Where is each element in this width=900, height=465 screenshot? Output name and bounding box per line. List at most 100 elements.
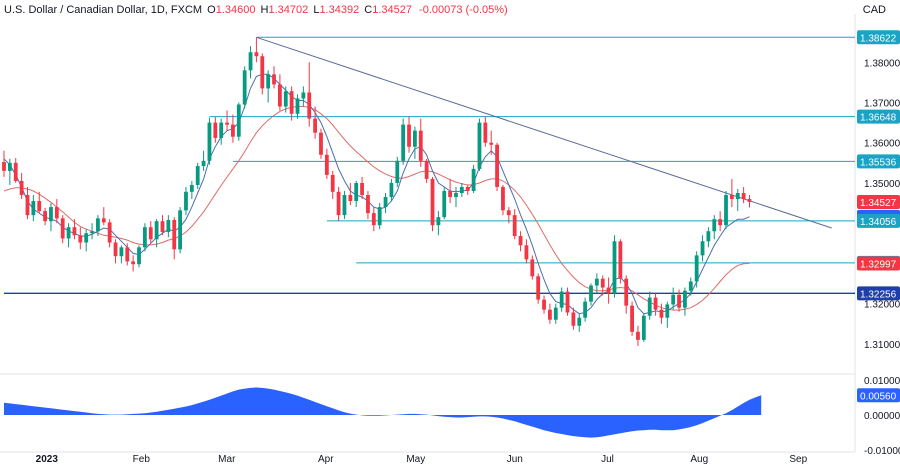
candle-body <box>2 162 6 171</box>
candle-body <box>683 290 687 308</box>
price-tag-box <box>857 30 900 45</box>
candle <box>665 301 670 328</box>
close-value: 1.34527 <box>372 4 412 16</box>
candle-body <box>612 241 617 294</box>
candle <box>254 37 259 63</box>
candle-body <box>266 74 271 89</box>
candle-body <box>589 285 593 302</box>
candle <box>530 255 535 280</box>
candle-body <box>219 122 224 138</box>
candle <box>13 158 18 183</box>
candle <box>101 207 106 226</box>
candle <box>512 209 517 240</box>
candle-body <box>324 154 329 175</box>
candle <box>407 116 411 153</box>
candle-body <box>131 261 136 265</box>
price-tag-box <box>857 256 900 271</box>
candle <box>148 221 153 244</box>
change-value: -0.00073 (-0.05%) <box>419 4 508 16</box>
y-tick-label: 1.38000 <box>864 58 900 69</box>
high-label: H <box>260 4 269 16</box>
candle-body <box>189 184 194 192</box>
candle <box>536 273 541 304</box>
candle <box>506 207 511 224</box>
price-tag-label: 1.34527 <box>860 198 897 209</box>
candle <box>459 182 464 198</box>
candle-body <box>254 52 259 57</box>
oscillator-tag-box <box>857 388 900 403</box>
candle <box>383 193 388 214</box>
chart-header: U.S. Dollar / Canadian Dollar, 1D, FXCM … <box>4 4 508 16</box>
price-tag-box <box>857 109 900 124</box>
candle <box>395 156 400 187</box>
price-tag-box <box>857 213 900 228</box>
candle-body <box>330 174 335 192</box>
candle-body <box>671 294 676 305</box>
candle-body <box>448 191 453 198</box>
candle-body <box>618 241 623 279</box>
candle <box>495 142 499 191</box>
currency-label: CAD <box>862 4 886 16</box>
candle-body <box>413 130 417 147</box>
candle-body <box>371 213 376 226</box>
candle-body <box>37 201 42 212</box>
price-tag: 1.36648 <box>857 109 900 124</box>
candle <box>184 186 188 216</box>
candle-body <box>600 278 605 288</box>
candle-body <box>49 207 53 222</box>
candle <box>266 70 271 103</box>
candle <box>706 227 711 248</box>
candle <box>78 227 83 250</box>
candle <box>389 178 394 202</box>
candle <box>659 303 664 324</box>
candle <box>25 186 30 220</box>
candle-body <box>348 195 353 202</box>
candle-body <box>66 227 71 239</box>
price-tag-label: 1.36648 <box>860 113 897 124</box>
candle <box>96 215 100 237</box>
candle <box>66 223 71 248</box>
open-label: O <box>207 4 216 16</box>
price-tag: 1.34527 <box>857 194 900 209</box>
candle <box>448 178 453 204</box>
candle-body <box>301 92 306 99</box>
x-tick-label: Feb <box>133 454 151 465</box>
candle <box>90 223 94 240</box>
x-tick-label: Jun <box>507 454 523 465</box>
candle <box>735 188 740 212</box>
price-tag-label: 1.32997 <box>860 260 897 271</box>
candle <box>483 116 488 147</box>
candle-body <box>201 160 206 167</box>
candle-body <box>553 307 558 320</box>
candle <box>178 207 182 254</box>
candle <box>119 245 124 264</box>
candle-body <box>548 309 552 320</box>
candle <box>54 199 59 224</box>
candle-body <box>706 231 711 242</box>
candle-body <box>207 122 212 161</box>
x-tick-label: 2023 <box>36 454 59 465</box>
candle <box>712 215 717 240</box>
candle <box>729 178 734 208</box>
candle <box>606 277 611 304</box>
candle <box>236 102 241 141</box>
candle <box>418 118 423 167</box>
candle-body <box>225 122 229 125</box>
candle-body <box>471 168 476 191</box>
candle-body <box>248 52 253 71</box>
price-tag-label: 1.35536 <box>860 157 897 168</box>
candle <box>19 172 24 200</box>
candle <box>624 275 629 314</box>
candle <box>131 255 136 272</box>
candle <box>31 195 36 222</box>
candle <box>724 191 728 230</box>
candle <box>600 275 605 296</box>
oscillator-y-tick: 0.01000 <box>864 376 900 387</box>
candle-body <box>454 193 458 198</box>
candle-body <box>25 195 30 216</box>
candle-body <box>700 241 705 256</box>
candle <box>125 243 130 266</box>
price-tag-label: 1.38622 <box>860 33 897 44</box>
candle <box>348 182 353 206</box>
